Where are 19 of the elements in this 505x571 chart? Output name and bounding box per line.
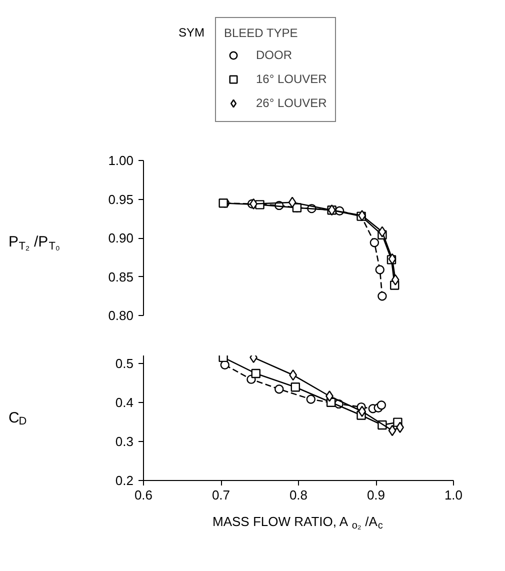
- y-tick-label: 0.5: [115, 356, 134, 371]
- x-tick-label: 0.8: [289, 488, 308, 502]
- x-tick-label: 0.9: [366, 488, 386, 502]
- y-tick-label: 0.3: [115, 434, 134, 449]
- y-tick-label: 0.80: [108, 308, 134, 323]
- legend-label: DOOR: [256, 48, 292, 62]
- y-tick-label: 0.90: [108, 230, 134, 246]
- x-tick-label: 0.7: [212, 488, 230, 502]
- y-tick-label: 0.4: [115, 394, 134, 410]
- legend-label: 26° LOUVER: [256, 96, 327, 110]
- y-tick-label: 0.2: [115, 473, 134, 488]
- y-tick-label: 0.85: [108, 269, 134, 284]
- y-tick-label: 1.00: [108, 153, 134, 168]
- x-tick-label: 0.6: [134, 488, 153, 502]
- x-tick-label: 1.0: [444, 488, 463, 502]
- y-tick-label: 0.95: [108, 192, 134, 207]
- text: SYM: [178, 26, 205, 40]
- legend-title: BLEED TYPE: [224, 26, 299, 40]
- legend-label: 16° LOUVER: [256, 72, 327, 86]
